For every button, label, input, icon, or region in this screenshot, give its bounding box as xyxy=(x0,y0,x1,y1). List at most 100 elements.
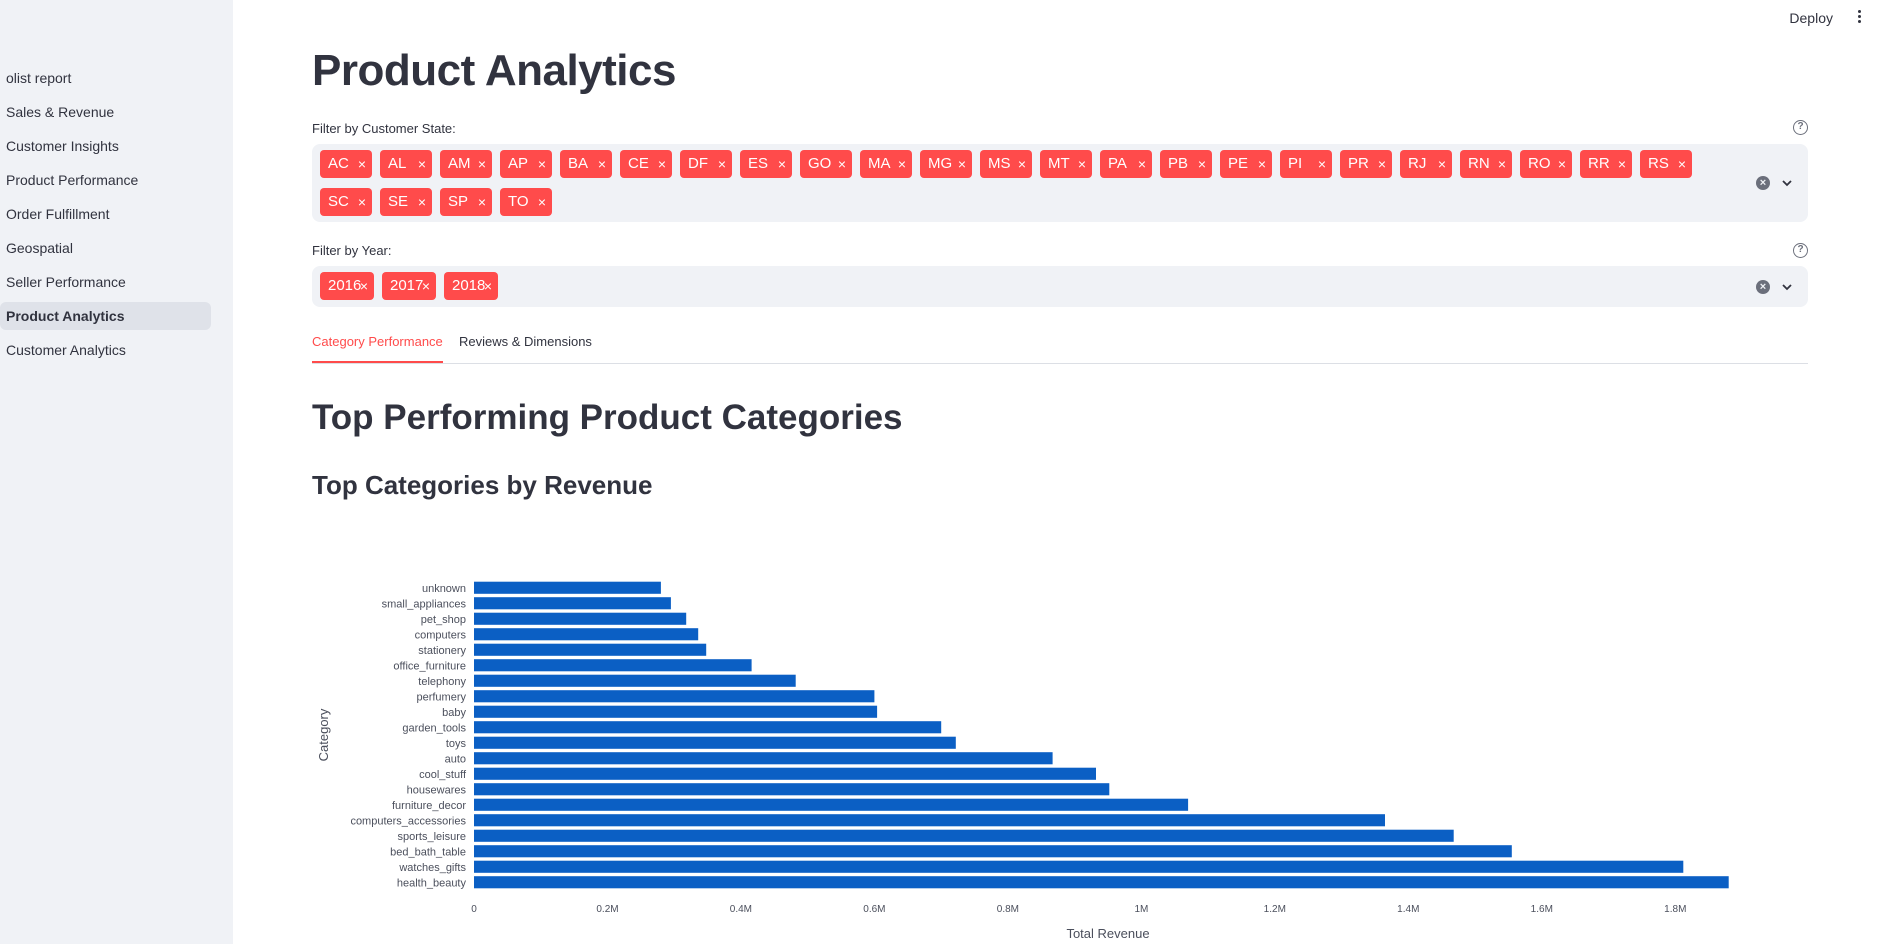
tab-category-performance[interactable]: Category Performance xyxy=(312,334,443,363)
filter-tag-label: PR xyxy=(1348,155,1369,172)
filter-tag[interactable]: ES × xyxy=(740,150,792,178)
help-icon[interactable]: ? xyxy=(1793,120,1808,135)
sidebar-item-customer-insights[interactable]: Customer Insights xyxy=(6,138,119,154)
filter-tag[interactable]: MT × xyxy=(1040,150,1092,178)
year-multiselect[interactable]: 2016 × 2017 × 2018 × × xyxy=(312,266,1808,307)
filter-tag[interactable]: AP × xyxy=(500,150,552,178)
remove-tag-icon[interactable]: × xyxy=(897,156,906,172)
chevron-down-icon[interactable] xyxy=(1780,176,1794,190)
filter-tag-label: PE xyxy=(1228,155,1249,172)
filter-tag[interactable]: AL × xyxy=(380,150,432,178)
filter-tag[interactable]: PA × xyxy=(1100,150,1152,178)
filter-tag[interactable]: BA × xyxy=(560,150,612,178)
remove-tag-icon[interactable]: × xyxy=(359,278,368,294)
remove-tag-icon[interactable]: × xyxy=(537,194,546,210)
sidebar-item-olist-report[interactable]: olist report xyxy=(6,70,72,86)
sidebar-item-sales-revenue[interactable]: Sales & Revenue xyxy=(6,104,115,120)
filter-tag[interactable]: AM × xyxy=(440,150,492,178)
help-icon[interactable]: ? xyxy=(1793,243,1808,258)
remove-tag-icon[interactable]: × xyxy=(357,156,366,172)
filter-tag[interactable]: RN × xyxy=(1460,150,1512,178)
clear-icon[interactable]: × xyxy=(1756,176,1770,190)
filter-tag[interactable]: AC × xyxy=(320,150,372,178)
filter-tag[interactable]: SP × xyxy=(440,188,492,216)
remove-tag-icon[interactable]: × xyxy=(1257,156,1266,172)
filter-tag[interactable]: RJ × xyxy=(1400,150,1452,178)
remove-tag-icon[interactable]: × xyxy=(957,156,966,172)
remove-tag-icon[interactable]: × xyxy=(417,194,426,210)
sidebar-item-product-performance[interactable]: Product Performance xyxy=(6,172,139,188)
filter-tag-label: MG xyxy=(928,155,953,172)
remove-tag-icon[interactable]: × xyxy=(597,156,606,172)
remove-tag-icon[interactable]: × xyxy=(357,194,366,210)
state-multiselect[interactable]: AC × AL × AM × AP × BA × CE × DF × ES × GO × MA × MG × MS × MT × P… xyxy=(312,144,1808,222)
filter-tag[interactable]: RR × xyxy=(1580,150,1632,178)
sidebar: olist report Sales & Revenue Customer Insi… xyxy=(0,0,233,944)
filter-tag[interactable]: MS × xyxy=(980,150,1032,178)
remove-tag-icon[interactable]: × xyxy=(1197,156,1206,172)
sidebar-item-customer-analytics[interactable]: Customer Analytics xyxy=(6,342,126,358)
bar xyxy=(474,721,942,734)
filter-tag[interactable]: MG × xyxy=(920,150,972,178)
filter-tag[interactable]: PB × xyxy=(1160,150,1212,178)
filter-tag-label: PA xyxy=(1108,155,1127,172)
filter-tag[interactable]: TO × xyxy=(500,188,552,216)
remove-tag-icon[interactable]: × xyxy=(1077,156,1086,172)
filter-tag[interactable]: SC × xyxy=(320,188,372,216)
y-axis-title: Category xyxy=(316,708,331,761)
chevron-down-icon[interactable] xyxy=(1780,280,1794,294)
filter-tag[interactable]: 2018 × xyxy=(444,272,498,300)
sidebar-item-geospatial[interactable]: Geospatial xyxy=(6,240,73,256)
bar xyxy=(474,860,1684,873)
remove-tag-icon[interactable]: × xyxy=(1557,156,1566,172)
filter-tag[interactable]: RO × xyxy=(1520,150,1572,178)
remove-tag-icon[interactable]: × xyxy=(837,156,846,172)
filter-tag[interactable]: 2017 × xyxy=(382,272,436,300)
remove-tag-icon[interactable]: × xyxy=(421,278,430,294)
filter-tag-label: GO xyxy=(808,155,832,172)
remove-tag-icon[interactable]: × xyxy=(1617,156,1626,172)
category-tick-label: bed_bath_table xyxy=(390,846,466,858)
clear-icon[interactable]: × xyxy=(1756,280,1770,294)
x-tick-label: 0.6M xyxy=(863,904,885,915)
deploy-button[interactable]: Deploy xyxy=(1789,10,1833,26)
filter-tag[interactable]: 2016 × xyxy=(320,272,374,300)
filter-tag[interactable]: SE × xyxy=(380,188,432,216)
x-tick-label: 1M xyxy=(1134,904,1148,915)
remove-tag-icon[interactable]: × xyxy=(477,194,486,210)
remove-tag-icon[interactable]: × xyxy=(417,156,426,172)
filter-tag[interactable]: DF × xyxy=(680,150,732,178)
remove-tag-icon[interactable]: × xyxy=(1677,156,1686,172)
category-tick-label: housewares xyxy=(407,784,467,796)
filter-tag[interactable]: PI × xyxy=(1280,150,1332,178)
tab-reviews-dimensions[interactable]: Reviews & Dimensions xyxy=(459,334,592,349)
x-tick-label: 0 xyxy=(471,904,477,915)
category-tick-label: computers_accessories xyxy=(350,815,466,827)
remove-tag-icon[interactable]: × xyxy=(477,156,486,172)
bar xyxy=(474,767,1096,780)
remove-tag-icon[interactable]: × xyxy=(537,156,546,172)
remove-tag-icon[interactable]: × xyxy=(1137,156,1146,172)
sidebar-item-product-analytics[interactable]: Product Analytics xyxy=(0,302,211,330)
remove-tag-icon[interactable]: × xyxy=(483,278,492,294)
filter-tag[interactable]: PR × xyxy=(1340,150,1392,178)
filter-tag[interactable]: CE × xyxy=(620,150,672,178)
remove-tag-icon[interactable]: × xyxy=(1317,156,1326,172)
filter-tag[interactable]: GO × xyxy=(800,150,852,178)
filter-tag[interactable]: RS × xyxy=(1640,150,1692,178)
sidebar-item-order-fulfillment[interactable]: Order Fulfillment xyxy=(6,206,110,222)
remove-tag-icon[interactable]: × xyxy=(717,156,726,172)
remove-tag-icon[interactable]: × xyxy=(657,156,666,172)
sidebar-item-seller-performance[interactable]: Seller Performance xyxy=(6,274,126,290)
remove-tag-icon[interactable]: × xyxy=(1377,156,1386,172)
filter-tag[interactable]: MA × xyxy=(860,150,912,178)
filter-tag-label: RJ xyxy=(1408,155,1427,172)
main-menu-icon[interactable] xyxy=(1853,8,1865,26)
bar xyxy=(474,659,752,672)
filter-tag-label: AL xyxy=(388,155,407,172)
remove-tag-icon[interactable]: × xyxy=(1017,156,1026,172)
remove-tag-icon[interactable]: × xyxy=(777,156,786,172)
remove-tag-icon[interactable]: × xyxy=(1497,156,1506,172)
filter-tag[interactable]: PE × xyxy=(1220,150,1272,178)
remove-tag-icon[interactable]: × xyxy=(1437,156,1446,172)
